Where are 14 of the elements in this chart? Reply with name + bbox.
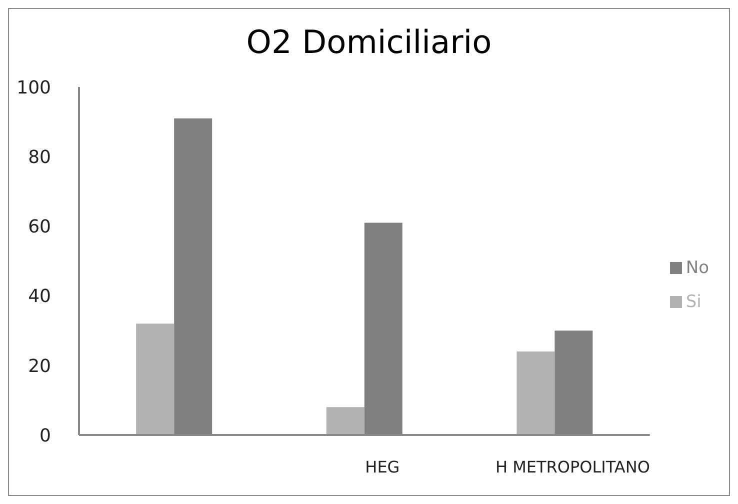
y-tick-label: 100	[16, 77, 51, 98]
bar	[326, 407, 364, 435]
x-tick-label: H METROPOLITANO	[496, 457, 650, 476]
y-tick-label: 80	[28, 146, 51, 168]
y-tick-label: 20	[28, 356, 51, 377]
x-tick-label: HEG	[365, 457, 400, 476]
y-tick-label: 60	[28, 216, 51, 238]
legend-label: No	[686, 258, 709, 278]
bar	[516, 351, 555, 435]
y-tick-label: 40	[28, 286, 51, 308]
bar	[136, 324, 174, 435]
chart-title: O2 Domiciliario	[245, 22, 493, 63]
y-tick-label: 0	[40, 425, 51, 446]
legend-label: Si	[686, 292, 702, 312]
